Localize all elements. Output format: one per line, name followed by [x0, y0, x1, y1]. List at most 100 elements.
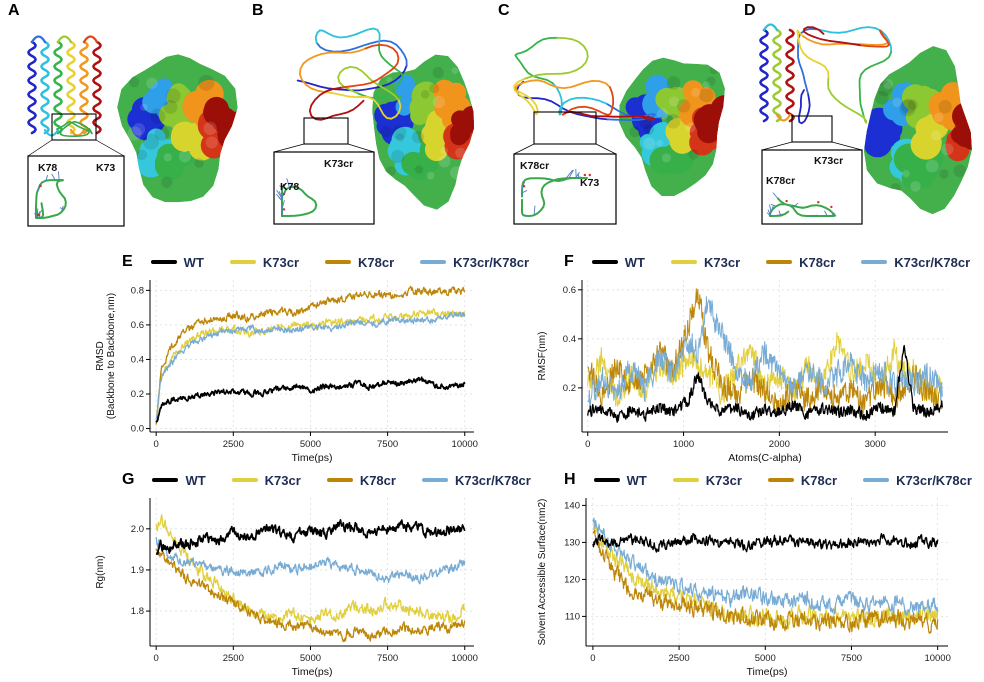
structure-a: K78 K73	[27, 35, 238, 227]
x-tick-label: 0	[590, 653, 595, 664]
y-tick-label: 0.6	[563, 285, 576, 296]
legend-item: K73cr	[671, 255, 740, 270]
series-line-WT	[592, 532, 939, 553]
x-tick-label: 2500	[223, 439, 244, 450]
series-line-WT	[155, 376, 466, 423]
series-lines	[592, 517, 939, 634]
x-tick-label: 5000	[300, 653, 321, 664]
legend-items: WT K73cr K78cr K73cr/K78cr	[152, 472, 531, 488]
residue-label: K73cr	[324, 158, 353, 170]
legend-label: WT	[185, 472, 206, 488]
x-tick-label: 2500	[669, 653, 690, 664]
rg-chart: 0 2500 5000 7500 10000 1.8 1.9 2.0 Time(ps) Rg(nm…	[95, 498, 478, 678]
series-line-K78cr	[592, 529, 939, 634]
series-line-K73cr	[155, 514, 466, 626]
series-line-WT	[587, 344, 943, 423]
legend-swatch-K78cr	[767, 478, 794, 482]
panel-d: K78cr K73cr D	[738, 0, 984, 250]
series-line-K73cr-K78cr	[155, 311, 466, 421]
y-tick-label: 0.4	[131, 354, 144, 365]
x-tick-label: 3000	[865, 439, 886, 450]
gridlines	[586, 498, 948, 646]
y-axis-label: RMSD	[95, 341, 106, 370]
legend-label: K73cr	[704, 254, 741, 270]
surface-structure	[863, 46, 972, 215]
surface-structure	[372, 54, 474, 210]
legend-item: K73cr/K78cr	[861, 255, 970, 270]
legend-label: K73cr	[705, 472, 742, 488]
panel-f-letter: F	[564, 253, 574, 270]
y-tick-label: 110	[565, 611, 580, 622]
legend-item: K78cr	[766, 255, 835, 270]
rmsf-chart: 0 1000 2000 3000 0.2 0.4 0.6 Atoms(C-alpha) RMSF…	[537, 280, 948, 464]
x-tick-label: 10000	[452, 653, 478, 664]
series-lines	[155, 285, 466, 425]
legend-swatch-K73cr-K78cr	[861, 260, 888, 264]
series-line-K73cr-K78cr	[592, 517, 939, 616]
series-line-K73cr-K78cr	[587, 296, 943, 407]
y-axis-label: (Backbone to Backbone,nm)	[106, 293, 117, 419]
legend-swatch-K73cr-K78cr	[420, 260, 447, 264]
x-tick-label: 1000	[673, 439, 694, 450]
chart-block-g: G WT K73cr K78cr K73cr/K78cr 0 2500 5000 7500 1…	[92, 468, 531, 680]
legend-swatch-K78cr	[326, 478, 353, 482]
series-line-K78cr	[155, 285, 466, 425]
y-tick-label: 120	[564, 574, 580, 585]
panel-d-letter: D	[744, 2, 756, 19]
series-line-K78cr	[155, 548, 466, 643]
surface-structure	[117, 54, 238, 203]
panel-h-letter: H	[564, 471, 576, 488]
panel-a-letter: A	[8, 2, 20, 19]
legend-label: K78cr	[358, 254, 395, 270]
panel-c: K78cr K73 C	[492, 0, 736, 250]
legend-swatch-K73cr-K78cr	[863, 478, 890, 482]
legend-swatch-K73cr-K78cr	[421, 478, 448, 482]
ribbon-structure	[296, 27, 408, 121]
panel-e-letter: E	[122, 253, 133, 270]
legend-items: WT K73cr K78cr K73cr/K78cr	[150, 254, 530, 270]
x-tick-label: 7500	[841, 653, 862, 664]
x-tick-label: 0	[154, 439, 159, 450]
legend-items: WT K73cr K78cr K73cr/K78cr	[591, 255, 970, 270]
legend-items: WT K73cr K78cr K73cr/K78cr	[593, 472, 972, 488]
x-tick-label: 7500	[377, 439, 398, 450]
legend-item: K78cr	[767, 472, 838, 488]
y-tick-label: 130	[564, 537, 580, 548]
zoom-inset: K78cr K73cr	[761, 115, 863, 225]
y-tick-label: 0.4	[563, 334, 576, 345]
legend-swatch-K73cr	[671, 260, 697, 264]
surface-structure	[618, 57, 725, 197]
x-axis-label: Atoms(C-alpha)	[728, 452, 802, 464]
panel-a: K78 K73 A	[2, 0, 246, 250]
x-tick-label: 5000	[755, 653, 776, 664]
legend-label: K78cr	[800, 472, 838, 488]
axes: 0 2500 5000 7500 10000 1.8 1.9 2.0 Time(ps) Rg(nm…	[95, 498, 478, 678]
chart-e-legend: E WT K73cr K78cr K73cr/K78cr	[92, 250, 529, 274]
panel-c-letter: C	[498, 2, 510, 19]
axes: 0 1000 2000 3000 0.2 0.4 0.6 Atoms(C-alpha) RMSF…	[537, 280, 948, 464]
legend-item: K73cr	[672, 472, 742, 488]
legend-label: WT	[183, 254, 204, 270]
y-axis-label: Solvent Accessible Surface(nm2)	[537, 499, 548, 646]
structure-b: K78 K73cr	[273, 27, 474, 225]
legend-label: K73cr/K78cr	[453, 254, 530, 270]
series-line-WT	[155, 519, 466, 555]
y-axis-label: Rg(nm)	[95, 555, 106, 588]
legend-swatch-K73cr	[672, 478, 699, 482]
legend-item: K78cr	[325, 255, 394, 270]
legend-item: K73cr/K78cr	[863, 473, 972, 488]
y-tick-label: 0.8	[131, 285, 144, 296]
ribbon-structure	[27, 35, 102, 137]
x-tick-label: 2000	[769, 439, 790, 450]
legend-item: K78cr	[326, 472, 396, 488]
series-lines	[155, 514, 466, 643]
legend-item: K73cr	[231, 473, 301, 488]
y-tick-label: 0.6	[131, 320, 144, 331]
legend-swatch-K78cr	[766, 260, 793, 264]
gridlines	[150, 280, 474, 432]
residue-label: K73	[96, 162, 115, 174]
x-axis-label: Time(ps)	[291, 452, 332, 464]
legend-label: K78cr	[359, 472, 396, 488]
x-axis-label: Time(ps)	[291, 666, 332, 678]
y-axis-label: RMSF(nm)	[537, 332, 548, 381]
